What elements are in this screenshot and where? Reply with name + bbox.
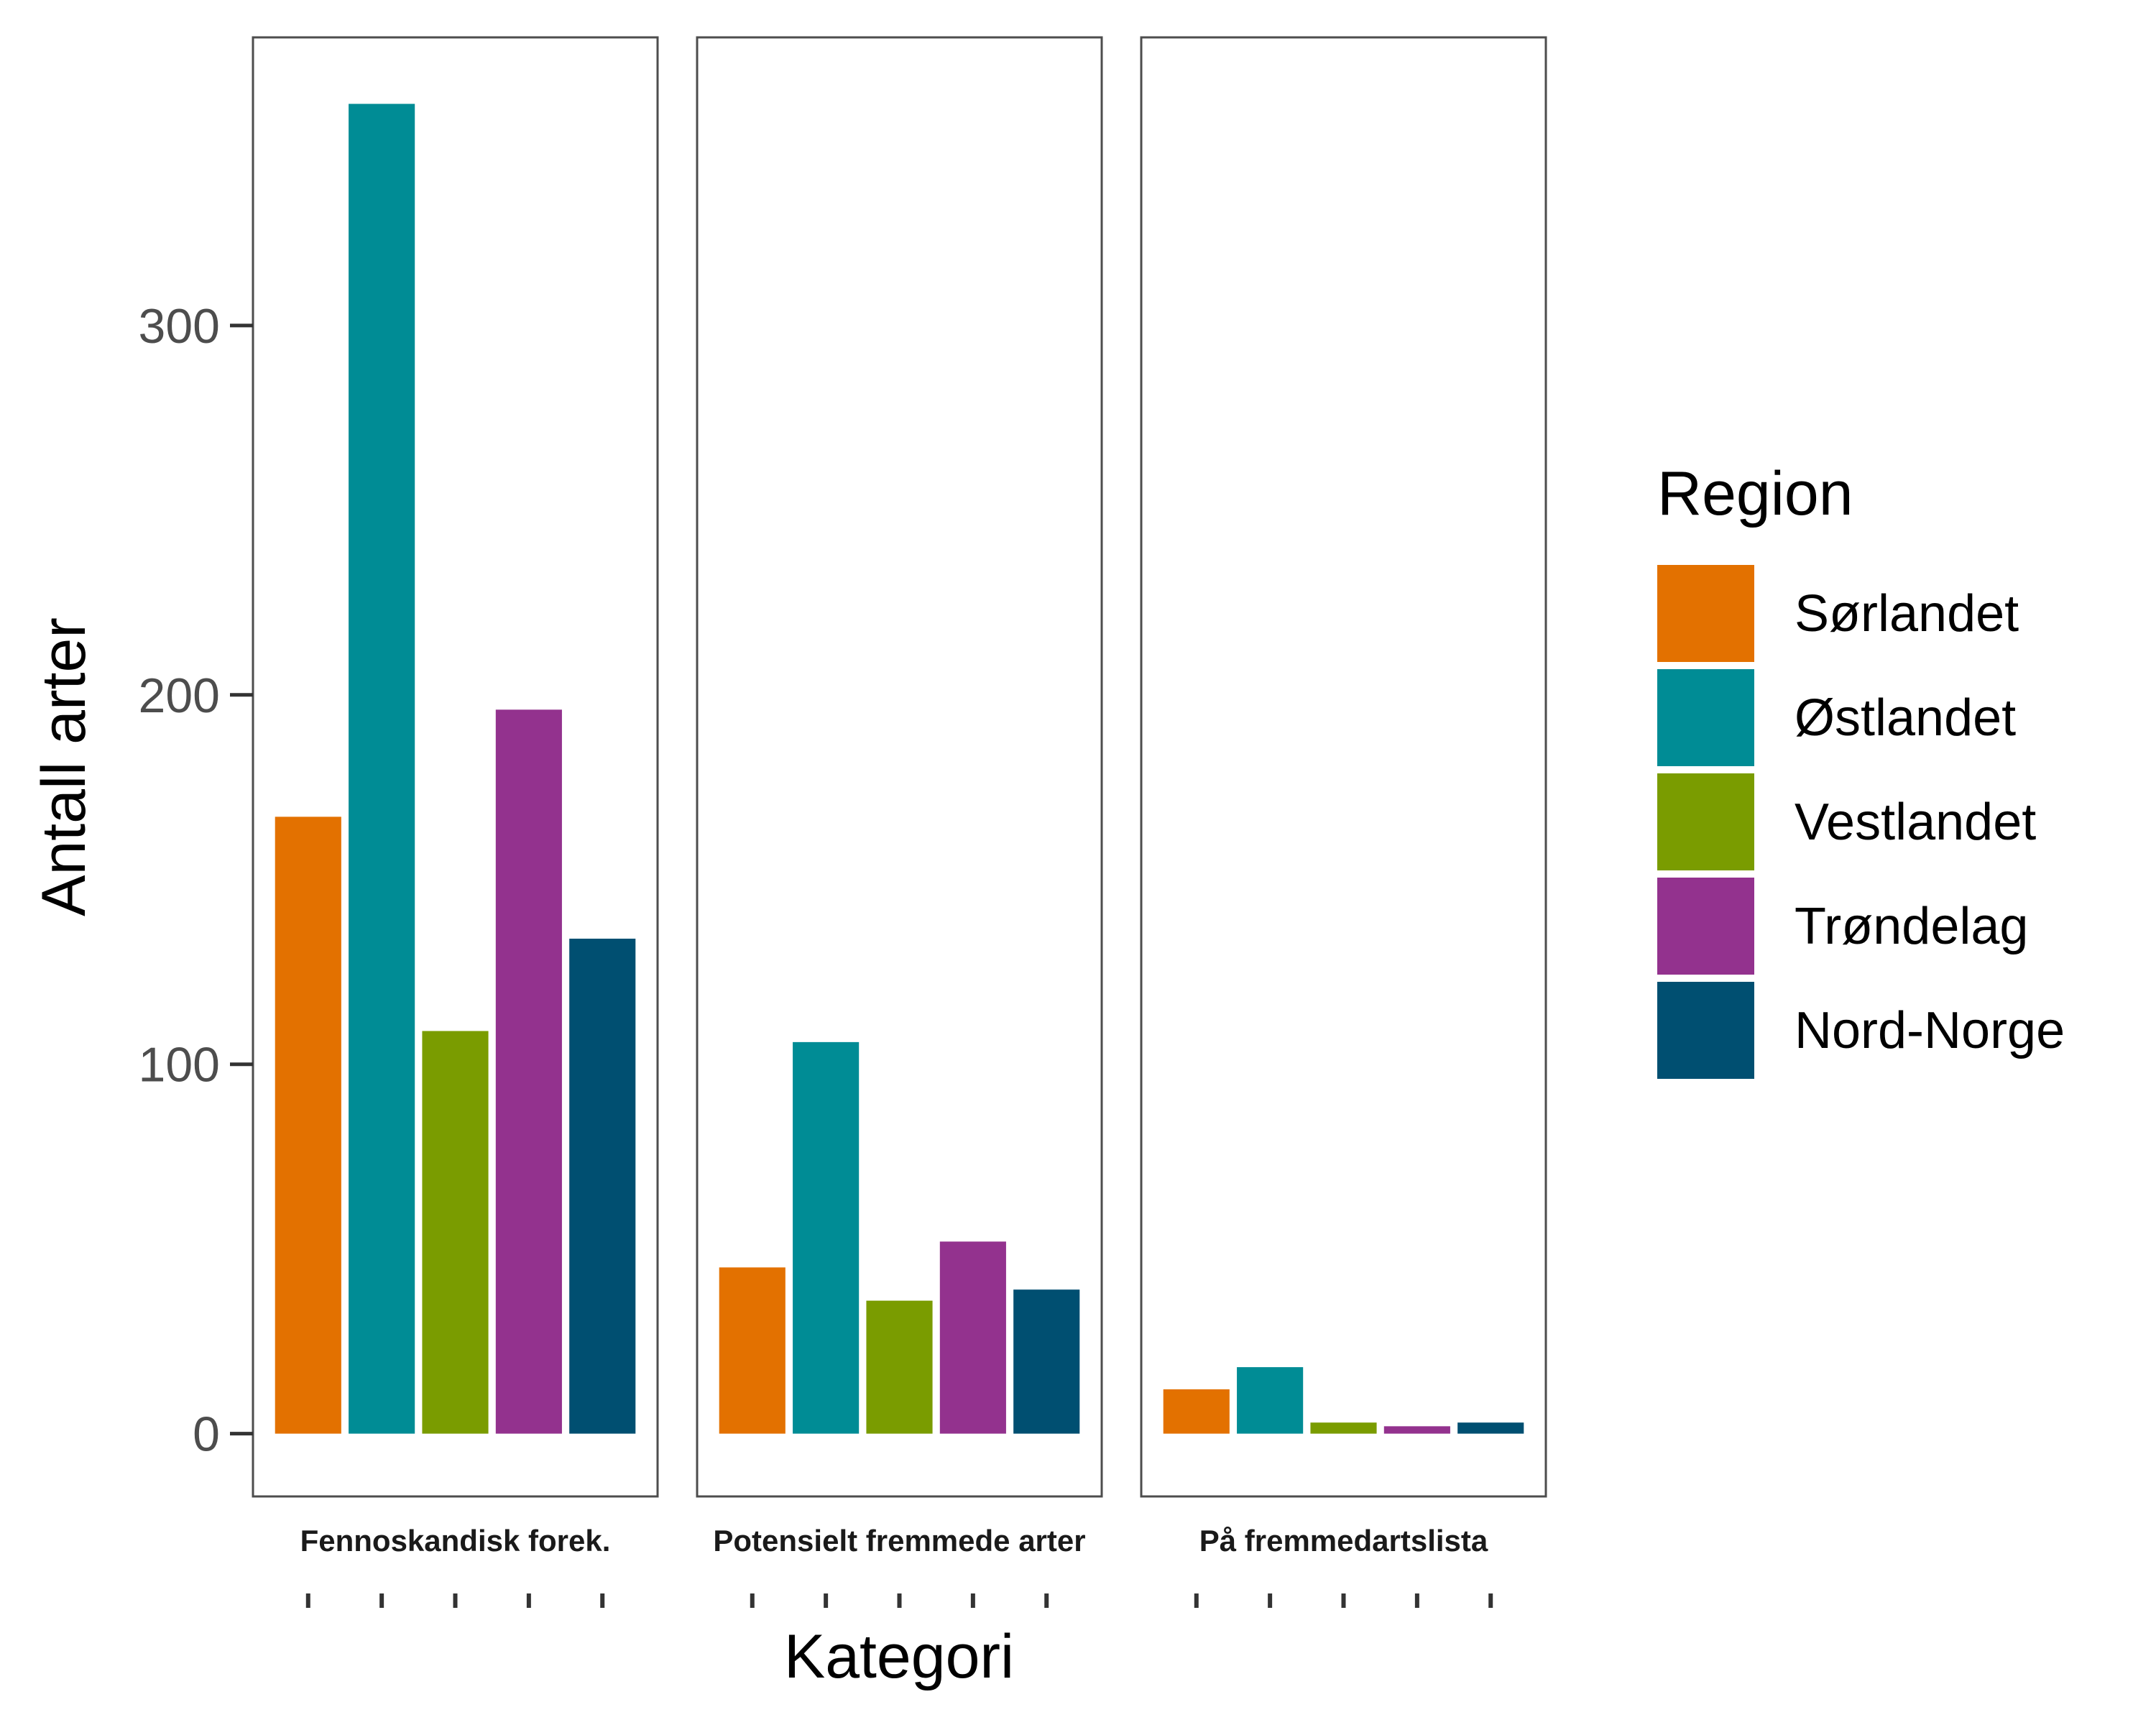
legend-swatch-ostlandet — [1657, 669, 1754, 766]
bar-potensielt-fremmede-arter-trondelag — [939, 1241, 1006, 1434]
legend-label-vestlandet: Vestlandet — [1795, 794, 2036, 851]
y-tick-label: 200 — [139, 668, 220, 723]
legend-swatch-nord-norge — [1657, 982, 1754, 1079]
panel-potensielt-fremmede-arter: Potensielt fremmede arter — [696, 36, 1103, 1608]
panel-fennoskandisk-forek: Fennoskandisk forek. — [252, 36, 659, 1608]
bar-pa-fremmedartslista-nord-norge — [1457, 1422, 1524, 1434]
y-axis: 0 100 200 300 — [139, 299, 253, 1462]
legend-label-ostlandet: Østlandet — [1795, 689, 2016, 747]
bar-potensielt-fremmede-arter-nord-norge — [1013, 1289, 1080, 1434]
bar-fennoskandisk-forek-nord-norge — [569, 938, 636, 1434]
legend-label-nord-norge: Nord-Norge — [1795, 1002, 2065, 1059]
legend-title: Region — [1657, 459, 1853, 528]
y-tick-label: 100 — [139, 1038, 220, 1092]
bar-pa-fremmedartslista-ostlandet — [1237, 1367, 1304, 1434]
facet-label-pa-fremmedartslista: På fremmedartslista — [1199, 1524, 1488, 1558]
bar-fennoskandisk-forek-ostlandet — [349, 104, 415, 1434]
bar-potensielt-fremmede-arter-sorlandet — [719, 1267, 786, 1434]
y-tick-label: 0 — [193, 1407, 220, 1462]
bar-pa-fremmedartslista-vestlandet — [1310, 1422, 1377, 1434]
panel-border — [252, 36, 659, 1498]
bar-pa-fremmedartslista-sorlandet — [1163, 1389, 1230, 1434]
bar-pa-fremmedartslista-trondelag — [1383, 1426, 1450, 1434]
legend-swatch-trondelag — [1657, 878, 1754, 975]
bar-fennoskandisk-forek-vestlandet — [422, 1031, 489, 1434]
legend-swatch-sorlandet — [1657, 565, 1754, 662]
bar-fennoskandisk-forek-trondelag — [495, 709, 562, 1434]
facet-label-fennoskandisk-forek: Fennoskandisk forek. — [300, 1524, 611, 1558]
y-axis-title: Antall arter — [29, 617, 98, 916]
y-tick-label: 300 — [139, 299, 220, 354]
panel-border — [1140, 36, 1547, 1498]
panel-border — [696, 36, 1103, 1498]
bar-potensielt-fremmede-arter-ostlandet — [793, 1041, 860, 1434]
legend: Region Sørlandet Østlandet Vestlandet Trønd… — [1657, 459, 2065, 1079]
panel-pa-fremmedartslista: På fremmedartslista — [1140, 36, 1547, 1608]
chart-panels: Fennoskandisk forek. Potensielt fremmede … — [252, 36, 1547, 1608]
facet-label-potensielt-fremmede-arter: Potensielt fremmede arter — [713, 1524, 1085, 1558]
bar-fennoskandisk-forek-sorlandet — [275, 816, 341, 1434]
legend-label-sorlandet: Sørlandet — [1795, 585, 2019, 643]
legend-swatch-vestlandet — [1657, 773, 1754, 870]
legend-label-trondelag: Trøndelag — [1795, 898, 2028, 955]
bar-potensielt-fremmede-arter-vestlandet — [866, 1300, 933, 1434]
x-axis-title: Kategori — [784, 1622, 1014, 1691]
